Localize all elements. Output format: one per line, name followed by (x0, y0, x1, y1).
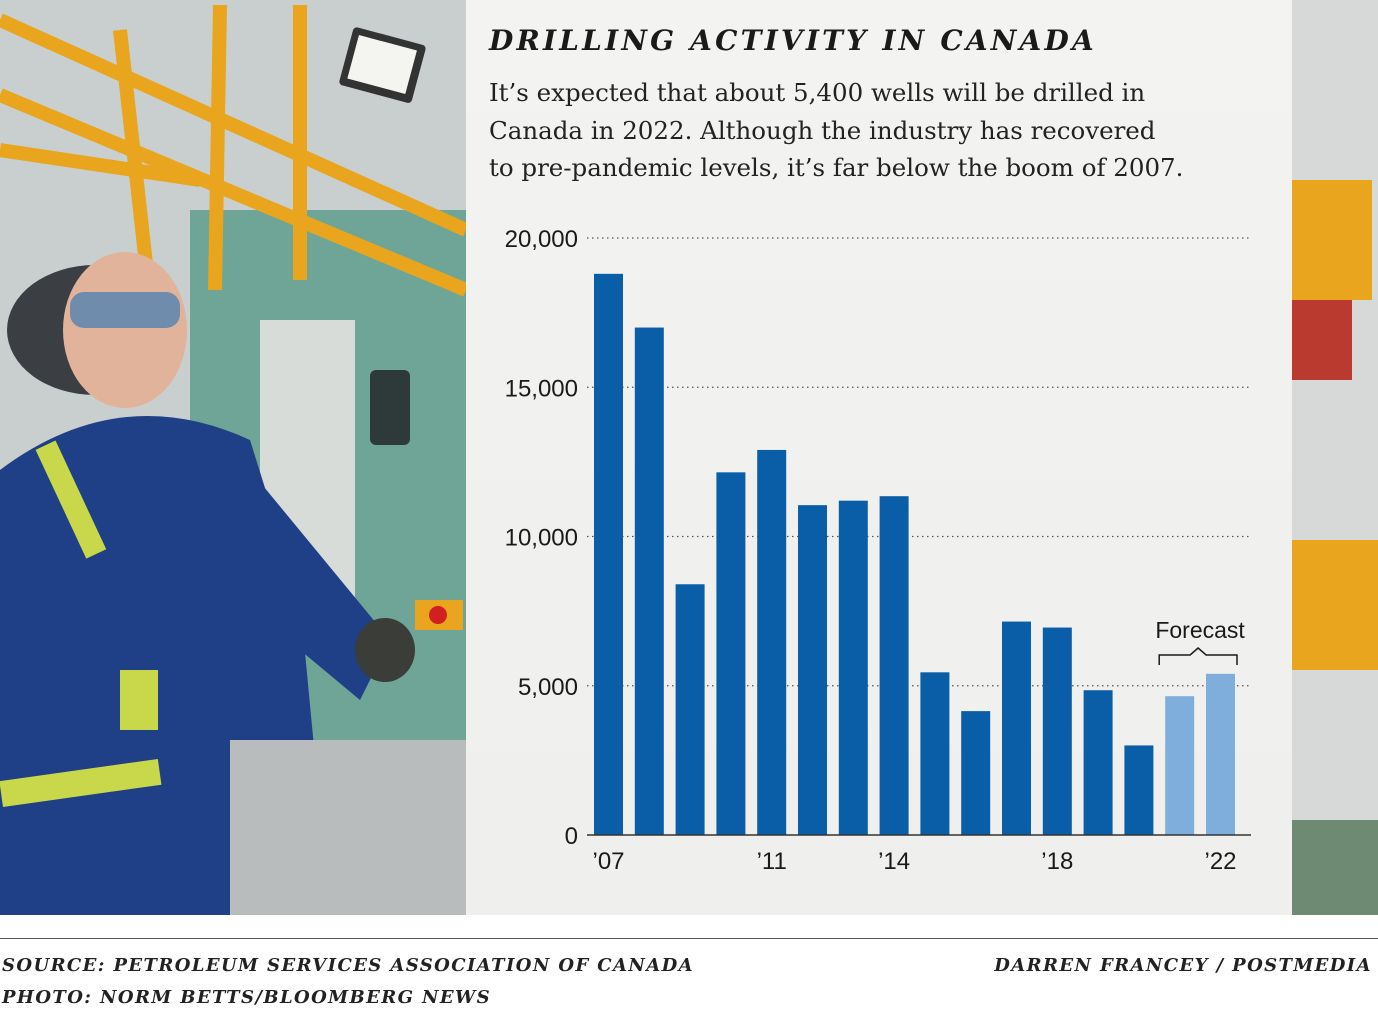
bar-2015 (920, 672, 950, 835)
bar-2009 (675, 584, 705, 835)
x-tick-label: ’14 (878, 848, 910, 875)
photo-illustration (0, 0, 1378, 915)
bar-2016 (961, 711, 991, 835)
bar-2018 (1042, 627, 1072, 835)
subtitle-line: It’s expected that about 5,400 wells wil… (489, 78, 1146, 107)
footer-divider (0, 938, 1378, 939)
chart-subtitle: It’s expected that about 5,400 wells wil… (489, 74, 1289, 187)
forecast-bracket (1158, 647, 1238, 665)
y-tick-label: 10,000 (505, 525, 578, 552)
source-credit: SOURCE: PETROLEUM SERVICES ASSOCIATION O… (2, 955, 694, 976)
forecast-annotation: Forecast (1155, 617, 1245, 665)
photo-credit: PHOTO: NORM BETTS/BLOOMBERG NEWS (2, 987, 492, 1008)
bar-2012 (798, 505, 827, 835)
subtitle-line: Canada in 2022. Although the industry ha… (489, 115, 1156, 145)
byline: DARREN FRANCEY / POSTMEDIA (994, 955, 1372, 976)
y-tick-label: 0 (565, 823, 578, 850)
bar-chart: 05,00010,00015,00020,000’07’11’14’18’22 … (505, 226, 1251, 875)
chart-title: DRILLING ACTIVITY IN CANADA (489, 24, 1097, 57)
forecast-label: Forecast (1155, 617, 1245, 643)
y-tick-label: 5,000 (518, 674, 578, 701)
x-tick-label: ’22 (1204, 848, 1236, 875)
bar-2013 (838, 500, 868, 835)
x-tick-label: ’18 (1041, 848, 1073, 875)
bar-forecast-2021 (1165, 696, 1195, 835)
bar-2011 (757, 449, 787, 835)
bar-2008 (634, 327, 664, 835)
bar-2007 (594, 273, 623, 835)
bar-2010 (716, 472, 746, 835)
bar-2020 (1124, 745, 1154, 835)
bar-2017 (1002, 621, 1031, 835)
bar-forecast-2022 (1206, 673, 1235, 835)
subtitle-line: to pre-pandemic levels, it’s far below t… (489, 153, 1184, 182)
y-tick-label: 20,000 (505, 226, 578, 253)
bar-2014 (879, 496, 909, 835)
bar-2019 (1083, 690, 1113, 835)
bars (594, 273, 1235, 835)
axes: 0 5,000 10,000 15,000 20,000 ’07 ’11 ’14 ’18 ’22 (505, 226, 1251, 875)
y-tick-label: 15,000 (505, 375, 578, 402)
x-tick-label: ’11 (757, 848, 787, 875)
x-tick-label: ’07 (592, 848, 624, 875)
